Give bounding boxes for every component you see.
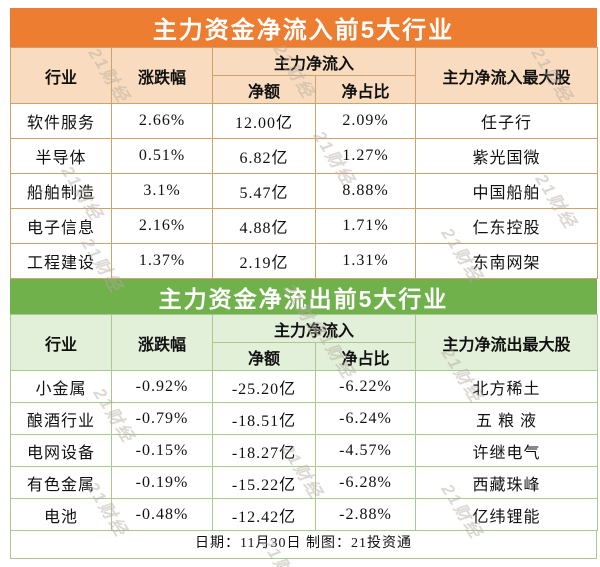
cell-net-amount: -12.42亿 xyxy=(212,498,316,531)
cell-top-stock: 北方稀土 xyxy=(415,370,599,403)
cell-net-ratio: -6.22% xyxy=(314,370,417,403)
table-row: 电池 -0.48% -12.42亿 -2.88% 亿纬锂能 xyxy=(10,498,599,531)
cell-change: -0.79% xyxy=(111,402,213,435)
footer-caption: 日期：11月30日 制图：21投资通 xyxy=(10,530,597,559)
cell-change: -0.92% xyxy=(111,370,213,403)
cell-net-ratio: -2.88% xyxy=(314,498,417,531)
cell-industry: 半导体 xyxy=(10,138,112,174)
cell-change: 1.37% xyxy=(111,243,213,279)
cell-net-amount: 2.19亿 xyxy=(212,243,316,279)
cell-change: -0.19% xyxy=(111,466,213,499)
table-row: 电子信息 2.16% 4.88亿 1.71% 仁东控股 xyxy=(10,208,599,244)
col-header-net-ratio: 净占比 xyxy=(314,75,417,104)
cell-net-amount: 6.82亿 xyxy=(212,138,316,174)
cell-change: 2.66% xyxy=(111,103,213,139)
cell-top-stock: 西藏珠峰 xyxy=(415,466,599,499)
cell-change: 0.51% xyxy=(111,138,213,174)
cell-top-stock: 仁东控股 xyxy=(415,208,599,244)
col-header-change: 涨跌幅 xyxy=(111,47,213,104)
cell-industry: 有色金属 xyxy=(10,466,112,499)
cell-change: -0.15% xyxy=(111,434,213,467)
cell-top-stock: 中国船舶 xyxy=(415,173,599,209)
cell-net-amount: -18.51亿 xyxy=(212,402,316,435)
cell-change: 2.16% xyxy=(111,208,213,244)
cell-net-amount: 12.00亿 xyxy=(212,103,316,139)
cell-net-amount: -18.27亿 xyxy=(212,434,316,467)
outflow-header-row-1: 行业 涨跌幅 主力净流入 主力净流出最大股 xyxy=(10,314,599,371)
cell-industry: 软件服务 xyxy=(10,103,112,139)
cell-net-amount: -25.20亿 xyxy=(212,370,316,403)
inflow-banner-title: 主力资金净流入前5大行业 xyxy=(10,8,597,47)
infographic-sheet: 主力资金净流入前5大行业 行业 涨跌幅 主力净流入 主力净流入最大股 净额 净占… xyxy=(10,8,599,559)
cell-net-ratio: -4.57% xyxy=(314,434,417,467)
cell-net-ratio: -6.24% xyxy=(314,402,417,435)
cell-top-stock: 紫光国微 xyxy=(415,138,599,174)
inflow-header-row-1: 行业 涨跌幅 主力净流入 主力净流入最大股 xyxy=(10,47,599,104)
cell-net-ratio: -6.28% xyxy=(314,466,417,499)
cell-industry: 电子信息 xyxy=(10,208,112,244)
cell-industry: 酿酒行业 xyxy=(10,402,112,435)
cell-change: -0.48% xyxy=(111,498,213,531)
table-row: 酿酒行业 -0.79% -18.51亿 -6.24% 五 粮 液 xyxy=(10,402,599,435)
cell-top-stock: 亿纬锂能 xyxy=(415,498,599,531)
cell-industry: 电网设备 xyxy=(10,434,112,467)
col-header-change: 涨跌幅 xyxy=(111,314,213,371)
cell-net-ratio: 1.31% xyxy=(314,243,417,279)
cell-net-ratio: 8.88% xyxy=(314,173,417,209)
table-row: 软件服务 2.66% 12.00亿 2.09% 任子行 xyxy=(10,103,599,139)
table-row: 工程建设 1.37% 2.19亿 1.31% 东南网架 xyxy=(10,243,599,279)
cell-top-stock: 五 粮 液 xyxy=(415,402,599,435)
cell-industry: 电池 xyxy=(10,498,112,531)
table-row: 有色金属 -0.19% -15.22亿 -6.28% 西藏珠峰 xyxy=(10,466,599,499)
cell-net-ratio: 1.27% xyxy=(314,138,417,174)
outflow-table: 行业 涨跌幅 主力净流入 主力净流出最大股 净额 净占比 小金属 -0.92% … xyxy=(10,314,599,531)
col-header-top-stock: 主力净流出最大股 xyxy=(415,314,599,371)
cell-top-stock: 东南网架 xyxy=(415,243,599,279)
cell-industry: 工程建设 xyxy=(10,243,112,279)
cell-net-ratio: 1.71% xyxy=(314,208,417,244)
col-header-industry: 行业 xyxy=(10,314,112,371)
cell-net-amount: 4.88亿 xyxy=(212,208,316,244)
inflow-header-row-2: 净额 净占比 xyxy=(11,75,598,104)
cell-net-ratio: 2.09% xyxy=(314,103,417,139)
col-header-top-stock: 主力净流入最大股 xyxy=(415,47,599,104)
cell-change: 3.1% xyxy=(111,173,213,209)
col-header-net-ratio: 净占比 xyxy=(314,342,417,371)
col-header-net-amount: 净额 xyxy=(212,75,316,104)
outflow-banner-title: 主力资金净流出前5大行业 xyxy=(10,279,597,314)
cell-top-stock: 任子行 xyxy=(415,103,599,139)
col-header-main-net-flow-group: 主力净流入 xyxy=(211,314,417,343)
col-header-net-amount: 净额 xyxy=(212,342,316,371)
table-row: 小金属 -0.92% -25.20亿 -6.22% 北方稀土 xyxy=(10,370,599,403)
table-row: 船舶制造 3.1% 5.47亿 8.88% 中国船舶 xyxy=(10,173,599,209)
col-header-industry: 行业 xyxy=(10,47,112,104)
table-row: 电网设备 -0.15% -18.27亿 -4.57% 许继电气 xyxy=(10,434,599,467)
cell-top-stock: 许继电气 xyxy=(415,434,599,467)
col-header-main-net-flow-group: 主力净流入 xyxy=(211,47,417,76)
table-row: 半导体 0.51% 6.82亿 1.27% 紫光国微 xyxy=(10,138,599,174)
cell-net-amount: 5.47亿 xyxy=(212,173,316,209)
cell-industry: 船舶制造 xyxy=(10,173,112,209)
inflow-table: 行业 涨跌幅 主力净流入 主力净流入最大股 净额 净占比 软件服务 2.66% … xyxy=(10,47,599,279)
cell-net-amount: -15.22亿 xyxy=(212,466,316,499)
cell-industry: 小金属 xyxy=(10,370,112,403)
